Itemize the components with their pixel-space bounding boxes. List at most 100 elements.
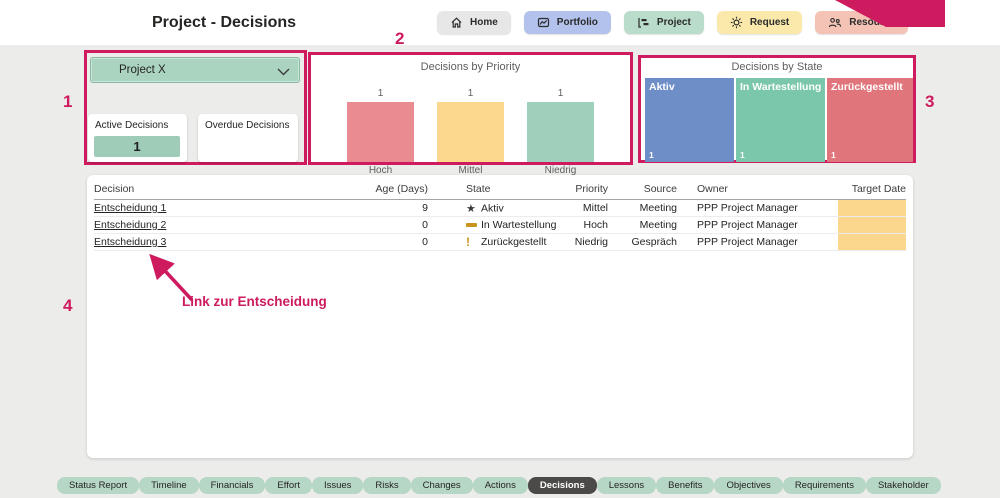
age-cell: 0 — [370, 233, 428, 251]
col-header-age[interactable]: Age (Days) — [370, 179, 428, 200]
target-date-cell — [838, 233, 906, 251]
col-header-priority[interactable]: Priority — [563, 179, 608, 200]
tile-in-wartestellung[interactable]: In Wartestellung 1 — [736, 78, 825, 162]
annotation-number-2: 2 — [395, 29, 405, 48]
project-slicer-dropdown[interactable]: Project X — [90, 57, 300, 83]
tab-financials[interactable]: Financials — [198, 477, 266, 494]
table-row: Entscheidung 3 0 ! Zurückgestellt Niedrig… — [94, 233, 906, 251]
decision-link[interactable]: Entscheidung 2 — [94, 219, 167, 231]
age-cell: 0 — [370, 216, 428, 234]
nav-label: Request — [749, 17, 790, 28]
tab-decisions[interactable]: Decisions — [527, 477, 597, 494]
state-treemap-title: Decisions by State — [731, 61, 823, 73]
source-cell: Meeting — [608, 216, 677, 234]
tab-risks[interactable]: Risks — [363, 477, 411, 494]
tile-label: In Wartestellung — [740, 81, 822, 93]
decisions-table: Decision Age (Days) State Priority Sourc… — [94, 179, 906, 251]
treemap-tiles: Aktiv 1 In Wartestellung 1 Zurückgestell… — [645, 78, 913, 162]
tile-label: Aktiv — [649, 81, 675, 93]
chevron-down-icon — [277, 67, 290, 79]
owner-cell: PPP Project Manager — [677, 233, 838, 251]
nav-home-button[interactable]: Home — [437, 11, 511, 34]
tile-value: 1 — [740, 150, 745, 160]
bar-mittel[interactable] — [437, 102, 504, 162]
bar-category-label: Hoch — [368, 165, 393, 176]
active-decisions-label: Active Decisions — [95, 120, 169, 131]
state-onhold-icon — [466, 223, 477, 228]
bar-hoch[interactable] — [347, 102, 414, 162]
col-header-target-date[interactable]: Target Date — [838, 179, 906, 200]
nav-request-button[interactable]: Request — [716, 11, 803, 34]
corner-ribbon-decoration — [835, 0, 945, 27]
nav-project-button[interactable]: Project — [623, 11, 704, 34]
tile-aktiv[interactable]: Aktiv 1 — [645, 78, 734, 162]
overdue-decisions-card: Overdue Decisions — [198, 114, 298, 162]
decision-link[interactable]: Entscheidung 3 — [94, 236, 167, 248]
state-deferred-icon: ! — [466, 235, 470, 249]
col-header-state[interactable]: State — [428, 179, 563, 200]
nav-portfolio-button[interactable]: Portfolio — [523, 11, 611, 34]
nav-label: Portfolio — [556, 17, 598, 28]
priority-chart-title: Decisions by Priority — [420, 61, 521, 73]
annotation-arrow — [149, 253, 194, 302]
nav-label: Home — [470, 17, 498, 28]
source-cell: Meeting — [608, 199, 677, 217]
tile-zurueckgestellt[interactable]: Zurückgestellt 1 — [827, 78, 913, 162]
col-header-source[interactable]: Source — [608, 179, 677, 200]
source-cell: Gespräch — [608, 233, 677, 251]
tab-effort[interactable]: Effort — [265, 477, 312, 494]
annotation-number-1: 1 — [63, 92, 73, 111]
table-header-row: Decision Age (Days) State Priority Sourc… — [94, 179, 906, 200]
active-decisions-card: Active Decisions 1 — [88, 114, 187, 162]
tab-stakeholder[interactable]: Stakeholder — [865, 477, 941, 494]
state-treemap-panel: Decisions by State Aktiv 1 In Wartestell… — [638, 55, 916, 163]
target-date-cell — [838, 216, 906, 234]
active-decisions-value: 1 — [94, 136, 180, 157]
priority-cell: Hoch — [563, 216, 608, 234]
tab-timeline[interactable]: Timeline — [139, 477, 199, 494]
bar-data-label: 1 — [557, 88, 564, 99]
decision-link[interactable]: Entscheidung 1 — [94, 202, 167, 214]
col-header-decision[interactable]: Decision — [94, 179, 370, 200]
target-date-cell — [838, 199, 906, 217]
resource-icon — [828, 16, 842, 29]
age-cell: 9 — [370, 199, 428, 217]
table-row: Entscheidung 2 0 In Wartestellung Hoch M… — [94, 216, 906, 234]
tab-status-report[interactable]: Status Report — [57, 477, 140, 494]
bar-column: 1 Niedrig — [527, 88, 594, 176]
page-title: Project - Decisions — [152, 14, 297, 31]
tile-value: 1 — [649, 150, 654, 160]
tab-issues[interactable]: Issues — [311, 477, 364, 494]
state-cell: ★ Aktiv — [428, 199, 563, 217]
bar-data-label: 1 — [467, 88, 474, 99]
tile-value: 1 — [831, 150, 836, 160]
priority-cell: Niedrig — [563, 233, 608, 251]
tab-actions[interactable]: Actions — [472, 477, 528, 494]
decisions-table-panel: Decision Age (Days) State Priority Sourc… — [87, 175, 913, 458]
tile-label: Zurückgestellt — [831, 81, 903, 93]
bar-data-label: 1 — [377, 88, 384, 99]
priority-cell: Mittel — [563, 199, 608, 217]
tab-changes[interactable]: Changes — [410, 477, 473, 494]
bar-column: 1 Mittel — [437, 88, 504, 176]
table-row: Entscheidung 1 9 ★ Aktiv Mittel Meeting P… — [94, 199, 906, 217]
bar-category-label: Niedrig — [544, 165, 577, 176]
bar-niedrig[interactable] — [527, 102, 594, 162]
bar-column: 1 Hoch — [347, 88, 414, 176]
tab-objectives[interactable]: Objectives — [714, 477, 783, 494]
home-icon — [450, 16, 463, 29]
tab-requirements[interactable]: Requirements — [782, 477, 866, 494]
project-icon — [637, 16, 650, 29]
priority-bars: 1 Hoch 1 Mittel 1 Niedrig — [311, 88, 630, 176]
slicer-selected-value: Project X — [119, 64, 166, 76]
nav-bar: Home Portfolio Project Request — [437, 11, 908, 34]
col-header-owner[interactable]: Owner — [677, 179, 838, 200]
report-tab-bar: Status Report Timeline Financials Effort… — [57, 477, 941, 494]
overdue-decisions-label: Overdue Decisions — [205, 120, 290, 131]
top-header-bar: Project - Decisions Home Portfolio Proje… — [0, 0, 1000, 45]
state-cell: In Wartestellung — [428, 216, 563, 234]
annotation-number-3: 3 — [925, 92, 935, 111]
tab-lessons[interactable]: Lessons — [596, 477, 657, 494]
tab-benefits[interactable]: Benefits — [656, 477, 715, 494]
